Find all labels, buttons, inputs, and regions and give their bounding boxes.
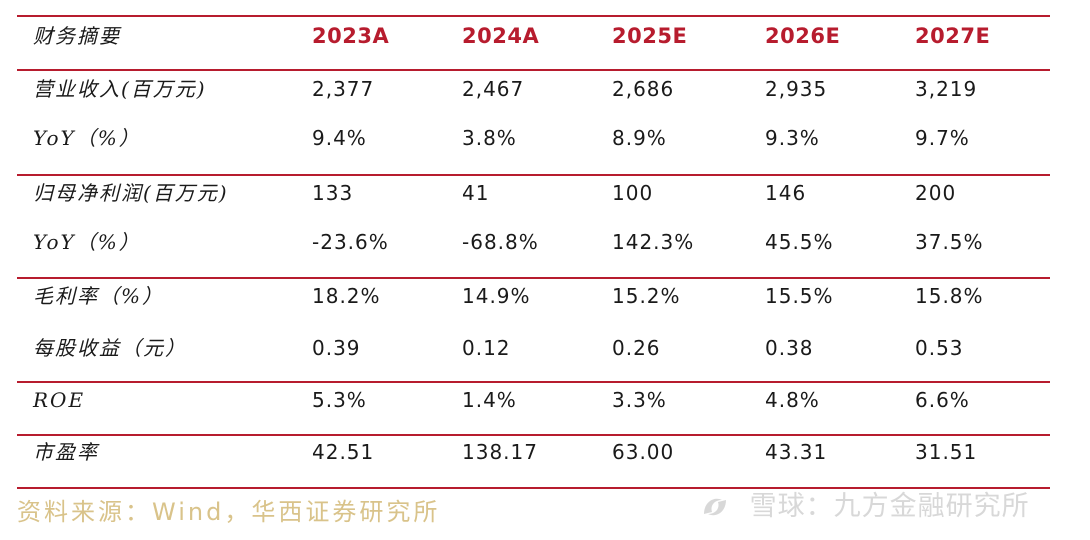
table-cell: 8.9% [612, 126, 667, 150]
watermark-text: 雪球：九方金融研究所 [749, 491, 1030, 522]
table-cell: 15.5% [765, 284, 834, 308]
table-row-revenue: 营业收入(百万元) 2,377 2,467 2,686 2,935 3,219 [17, 74, 1050, 104]
table-cell: 9.7% [915, 126, 970, 150]
table-header-row: 财务摘要 2023A 2024A 2025E 2026E 2027E [17, 21, 1050, 51]
table-cell: 133 [312, 181, 354, 205]
table-row-gross-margin: 毛利率（%） 18.2% 14.9% 15.2% 15.5% 15.8% [17, 281, 1050, 311]
table-cell: 138.17 [462, 440, 538, 464]
table-cell: 2,686 [612, 77, 675, 101]
header-label: 财务摘要 [33, 24, 121, 48]
header-year: 2025E [612, 24, 688, 48]
table-rule [17, 69, 1050, 71]
source-note: 资料来源：Wind，华西证券研究所 [17, 498, 441, 526]
header-year: 2023A [312, 24, 390, 48]
watermark: 雪球：九方金融研究所 [698, 490, 1030, 524]
table-cell: 3.8% [462, 126, 517, 150]
table-cell: 5.3% [312, 388, 367, 412]
table-top-rule [17, 15, 1050, 17]
table-cell: 9.3% [765, 126, 820, 150]
table-cell: 15.8% [915, 284, 984, 308]
table-cell: 42.51 [312, 440, 375, 464]
table-rule [17, 434, 1050, 436]
row-label: 市盈率 [33, 440, 99, 464]
table-cell: 43.31 [765, 440, 828, 464]
table-cell: 100 [612, 181, 654, 205]
table-row-pe: 市盈率 42.51 138.17 63.00 43.31 31.51 [17, 437, 1050, 467]
header-year: 2024A [462, 24, 540, 48]
table-row-eps: 每股收益（元） 0.39 0.12 0.26 0.38 0.53 [17, 333, 1050, 363]
table-cell: 3.3% [612, 388, 667, 412]
table-bottom-rule [17, 487, 1050, 489]
financial-summary-table: 财务摘要 2023A 2024A 2025E 2026E 2027E 营业收入(… [17, 0, 1050, 540]
table-cell: 45.5% [765, 230, 834, 254]
row-label: 毛利率（%） [33, 284, 165, 308]
table-cell: 2,935 [765, 77, 828, 101]
table-rule [17, 381, 1050, 383]
table-cell: 0.53 [915, 336, 964, 360]
header-year: 2026E [765, 24, 841, 48]
table-cell: 200 [915, 181, 957, 205]
table-rule [17, 174, 1050, 176]
row-label: YoY（%） [33, 126, 141, 150]
table-cell: 37.5% [915, 230, 984, 254]
table-cell: 2,377 [312, 77, 375, 101]
table-cell: 41 [462, 181, 490, 205]
table-cell: 4.8% [765, 388, 820, 412]
table-cell: 14.9% [462, 284, 531, 308]
table-cell: 3,219 [915, 77, 978, 101]
table-row-roe: ROE 5.3% 1.4% 3.3% 4.8% 6.6% [17, 385, 1050, 415]
table-cell: 63.00 [612, 440, 675, 464]
table-row-net-profit-yoy: YoY（%） -23.6% -68.8% 142.3% 45.5% 37.5% [17, 227, 1050, 257]
table-cell: 1.4% [462, 388, 517, 412]
row-label: 每股收益（元） [33, 336, 187, 360]
header-year: 2027E [915, 24, 991, 48]
table-cell: 0.12 [462, 336, 511, 360]
table-cell: 0.26 [612, 336, 661, 360]
table-cell: 18.2% [312, 284, 381, 308]
table-row-revenue-yoy: YoY（%） 9.4% 3.8% 8.9% 9.3% 9.7% [17, 123, 1050, 153]
table-cell: 142.3% [612, 230, 695, 254]
table-rule [17, 277, 1050, 279]
row-label: 归母净利润(百万元) [33, 181, 229, 205]
table-cell: 2,467 [462, 77, 525, 101]
table-row-net-profit: 归母净利润(百万元) 133 41 100 146 200 [17, 178, 1050, 208]
table-cell: -23.6% [312, 230, 389, 254]
table-cell: 31.51 [915, 440, 978, 464]
table-cell: 15.2% [612, 284, 681, 308]
table-cell: -68.8% [462, 230, 539, 254]
table-cell: 0.39 [312, 336, 361, 360]
table-cell: 9.4% [312, 126, 367, 150]
table-cell: 146 [765, 181, 807, 205]
snowball-logo-icon [704, 498, 726, 516]
table-cell: 0.38 [765, 336, 814, 360]
row-label: YoY（%） [33, 230, 141, 254]
table-cell: 6.6% [915, 388, 970, 412]
row-label: ROE [33, 388, 86, 412]
row-label: 营业收入(百万元) [33, 77, 207, 101]
